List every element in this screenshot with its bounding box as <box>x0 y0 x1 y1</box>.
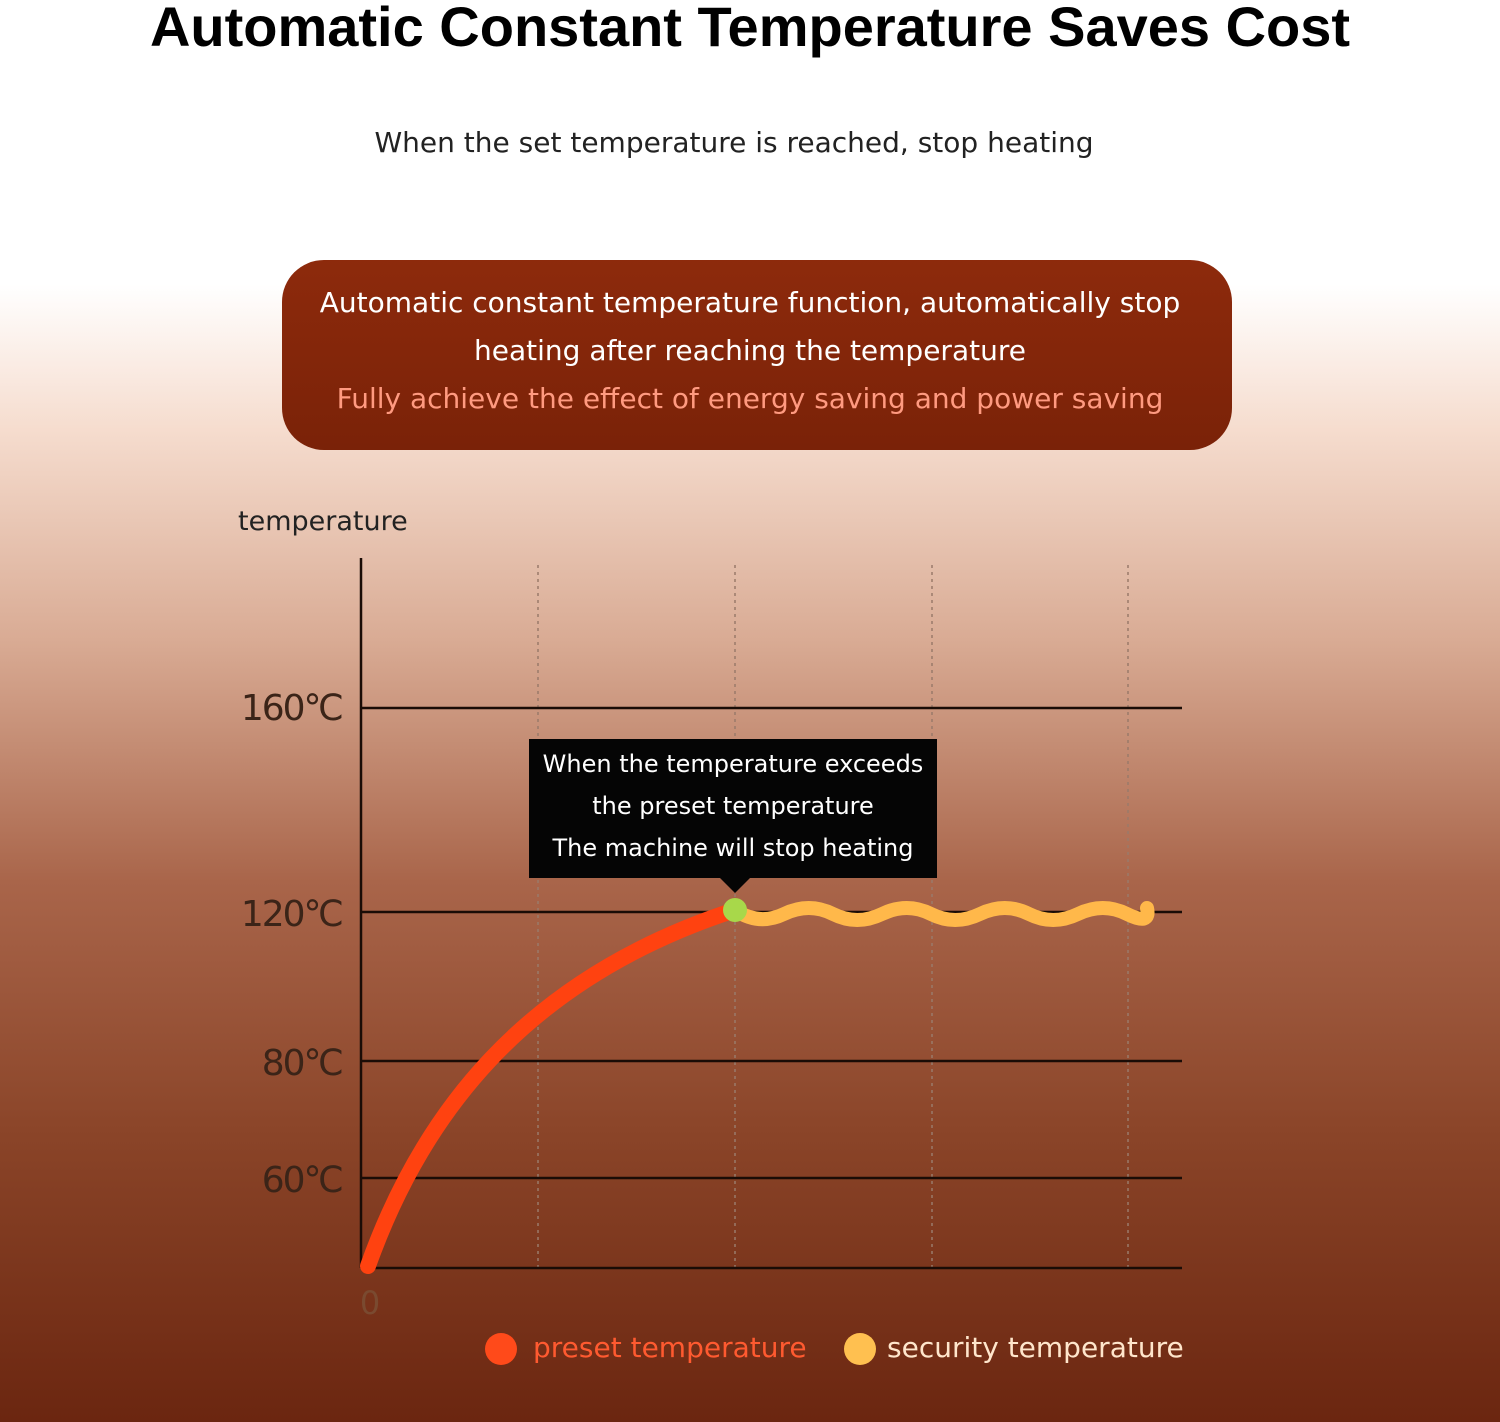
y-label: 60℃ <box>262 1160 343 1201</box>
callout-line: The machine will stop heating <box>552 834 914 862</box>
subtitle: When the set temperature is reached, sto… <box>374 126 1093 159</box>
callout-line: When the temperature exceeds <box>543 750 924 778</box>
banner-line: Automatic constant temperature function,… <box>320 286 1180 319</box>
y-label: 80℃ <box>262 1043 343 1084</box>
legend-label: preset temperature <box>533 1331 807 1364</box>
legend-swatch <box>844 1333 876 1365</box>
callout-line: the preset temperature <box>592 792 874 820</box>
preset-curve <box>360 902 743 1274</box>
origin-label: 0 <box>360 1284 380 1322</box>
title: Automatic Constant Temperature Saves Cos… <box>150 0 1350 58</box>
banner-highlight: Fully achieve the effect of energy savin… <box>337 382 1164 415</box>
y-label: 120℃ <box>241 894 343 935</box>
legend-label: security temperature <box>887 1331 1184 1364</box>
security-curve <box>728 901 1155 927</box>
callout-pointer <box>720 878 750 893</box>
callout <box>529 739 937 878</box>
legend-swatch <box>485 1333 517 1365</box>
axis-label: temperature <box>238 506 408 537</box>
y-label: 160℃ <box>241 688 343 729</box>
banner <box>282 260 1232 450</box>
switch-point <box>723 898 747 922</box>
banner-line: heating after reaching the temperature <box>474 334 1026 367</box>
